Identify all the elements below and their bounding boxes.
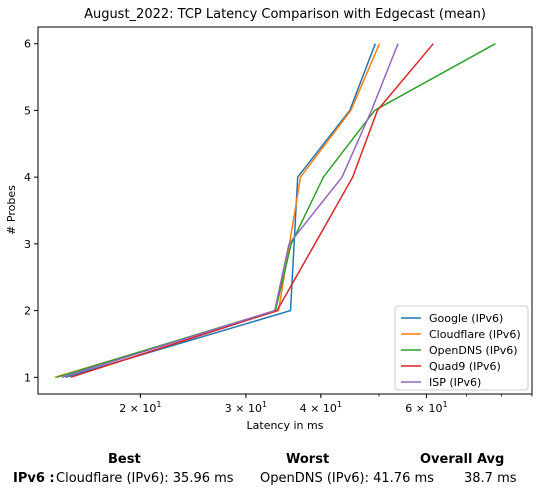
legend-label-3: Quad9 (IPv6) [429, 360, 501, 373]
y-axis: 1 2 3 4 5 6 [24, 38, 38, 384]
legend-label-1: Cloudflare (IPv6) [429, 328, 521, 341]
x-axis: 2 × 101 3 × 101 4 × 101 6 × 101 [119, 394, 533, 415]
series-line-1 [54, 43, 381, 379]
legend-label-4: ISP (IPv6) [429, 376, 481, 389]
y-tick-label-5: 6 [24, 38, 31, 51]
series-line-3 [70, 43, 434, 379]
plot-area [37, 26, 533, 395]
x-tick-label-3: 6 × 101 [405, 400, 447, 415]
legend-box [394, 305, 529, 391]
series-layer [54, 43, 496, 379]
legend: Google (IPv6) Cloudflare (IPv6) OpenDNS (I… [394, 305, 529, 391]
series-line-4 [61, 43, 399, 379]
y-tick-label-1: 2 [24, 305, 31, 318]
y-tick-label-0: 1 [24, 371, 31, 384]
y-tick-label-2: 3 [24, 238, 31, 251]
x-tick-label-2: 4 × 101 [300, 400, 342, 415]
x-tick-label-0: 2 × 101 [119, 400, 161, 415]
series-line-0 [65, 43, 377, 379]
chart-title: August_2022: TCP Latency Comparison with… [84, 7, 486, 22]
y-tick-label-4: 5 [24, 104, 31, 117]
y-tick-label-3: 4 [24, 171, 31, 184]
y-axis-label: # Probes [5, 185, 18, 235]
x-axis-label: Latency in ms [247, 419, 324, 432]
legend-label-0: Google (IPv6) [429, 312, 503, 325]
x-tick-label-1: 3 × 101 [225, 400, 267, 415]
legend-label-2: OpenDNS (IPv6) [429, 344, 518, 357]
